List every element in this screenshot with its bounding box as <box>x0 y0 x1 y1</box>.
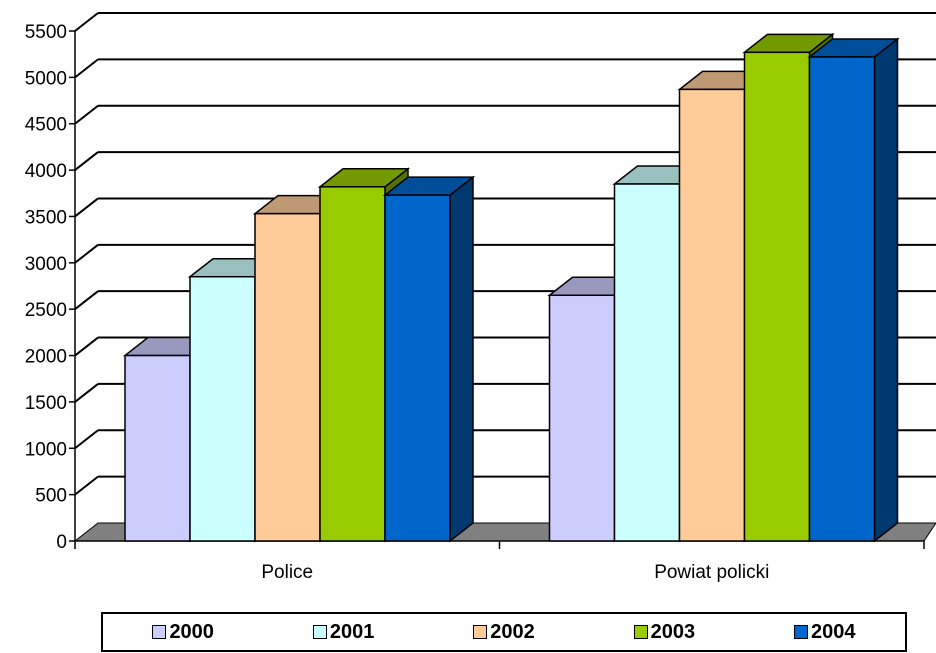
legend-swatch <box>633 625 648 639</box>
legend-label: 2004 <box>811 620 856 643</box>
legend-label: 2002 <box>490 620 535 643</box>
legend-item: 2004 <box>794 621 856 644</box>
legend-label: 2001 <box>329 620 375 643</box>
legend: 2000 2001 2002 2003 2004 <box>101 612 907 652</box>
legend-item: 2000 <box>152 621 214 644</box>
legend-label: 2000 <box>169 620 214 643</box>
gridline-diag <box>74 475 99 496</box>
category-label: Powiat policki <box>654 562 769 583</box>
gridline-diag <box>74 151 99 171</box>
bar <box>319 186 386 542</box>
legend-swatch <box>152 625 167 639</box>
gridline-diag <box>74 336 99 357</box>
legend-swatch <box>794 625 808 639</box>
bar <box>613 183 681 542</box>
gridline-diag <box>74 244 99 264</box>
gridline-diag <box>74 383 99 403</box>
bar <box>254 212 321 542</box>
bar <box>548 294 616 542</box>
y-tick-label: 3500 <box>25 207 67 228</box>
y-tick-label: 5000 <box>25 68 67 89</box>
chart-plot: 0 500 1000 1500 2000 2500 3000 3500 4000 4500 5000… <box>25 12 936 583</box>
y-tick-label: 2000 <box>25 347 67 368</box>
bar <box>678 88 746 542</box>
gridline-diag <box>74 429 99 450</box>
legend-swatch <box>473 625 488 639</box>
category-label: Police <box>261 562 313 583</box>
legend-item: 2003 <box>633 620 696 644</box>
y-tick-label: 2500 <box>25 300 67 321</box>
y-tick-label: 4000 <box>25 161 67 182</box>
gridline-diag <box>74 197 99 218</box>
bar <box>384 194 451 542</box>
y-tick-label: 500 <box>35 486 67 507</box>
y-tick-label: 3000 <box>25 254 67 275</box>
gridline-diag <box>74 290 99 310</box>
bar <box>808 56 876 542</box>
bar-side <box>449 175 474 543</box>
gridline-diag <box>74 104 99 125</box>
y-tick-label: 5500 <box>25 22 67 43</box>
gridline-diag <box>74 58 99 79</box>
y-tick-label: 4500 <box>25 115 67 136</box>
y-tick-label: 1000 <box>25 439 67 460</box>
bar <box>124 354 191 542</box>
legend-label: 2003 <box>650 620 696 643</box>
legend-item: 2002 <box>473 621 535 644</box>
gridline-diag <box>74 12 99 32</box>
y-tick-label: 1500 <box>25 393 67 414</box>
legend-swatch <box>312 625 327 639</box>
y-tick-label: 0 <box>56 532 67 553</box>
bar <box>189 275 256 542</box>
bar <box>743 51 811 542</box>
legend-item: 2001 <box>312 620 375 644</box>
bar-side <box>873 37 899 543</box>
